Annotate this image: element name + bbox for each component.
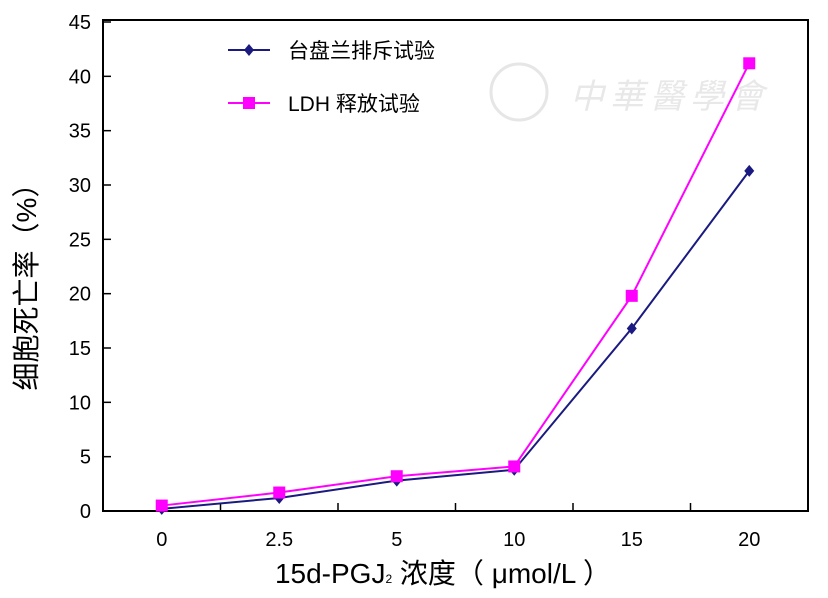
x-tick-label: 10: [503, 529, 525, 551]
data-point-square: [390, 470, 403, 483]
y-tick-label: 10: [69, 392, 91, 414]
y-tick-label: 45: [69, 12, 91, 34]
x-axis-label-rest: 浓度（ μmol/L ）: [392, 558, 611, 589]
legend-marker-square: [243, 97, 255, 109]
y-tick-label: 15: [69, 338, 91, 360]
x-axis-label-subscript: 2: [385, 572, 392, 586]
x-axis-label: 15d-PGJ2 浓度（ μmol/L ）: [275, 558, 611, 589]
y-tick-label: 25: [69, 229, 91, 251]
y-tick-label: 30: [69, 175, 91, 197]
series-line-1: [161, 62, 751, 507]
x-axis-label-main: 15d-PGJ: [275, 558, 386, 589]
x-tick-label: 5: [391, 529, 402, 551]
legend-label-1: LDH 释放试验: [288, 93, 420, 116]
x-tick-label: 2.5: [265, 529, 293, 551]
y-tick-label: 20: [69, 284, 91, 306]
data-point-square: [508, 460, 521, 473]
y-tick-label: 35: [69, 121, 91, 143]
x-tick-label: 0: [156, 529, 167, 551]
legend-label-0: 台盘兰排斥试验: [288, 40, 435, 63]
series-line-0: [161, 170, 751, 510]
legend-marker-diamond: [244, 44, 254, 56]
data-point-diamond: [744, 164, 755, 177]
y-tick-label: 0: [80, 501, 91, 523]
watermark-seal-icon: [489, 62, 549, 122]
y-axis-label: 细胞死亡率（%）: [11, 170, 42, 391]
x-tick-label: 20: [738, 529, 760, 551]
data-point-square: [625, 289, 638, 302]
y-tick-label: 5: [80, 447, 91, 469]
data-point-diamond: [626, 322, 637, 335]
x-tick-label: 15: [621, 529, 643, 551]
data-point-square: [273, 486, 286, 499]
data-point-square: [743, 57, 756, 70]
data-point-square: [155, 499, 168, 512]
y-tick-label: 40: [69, 66, 91, 88]
